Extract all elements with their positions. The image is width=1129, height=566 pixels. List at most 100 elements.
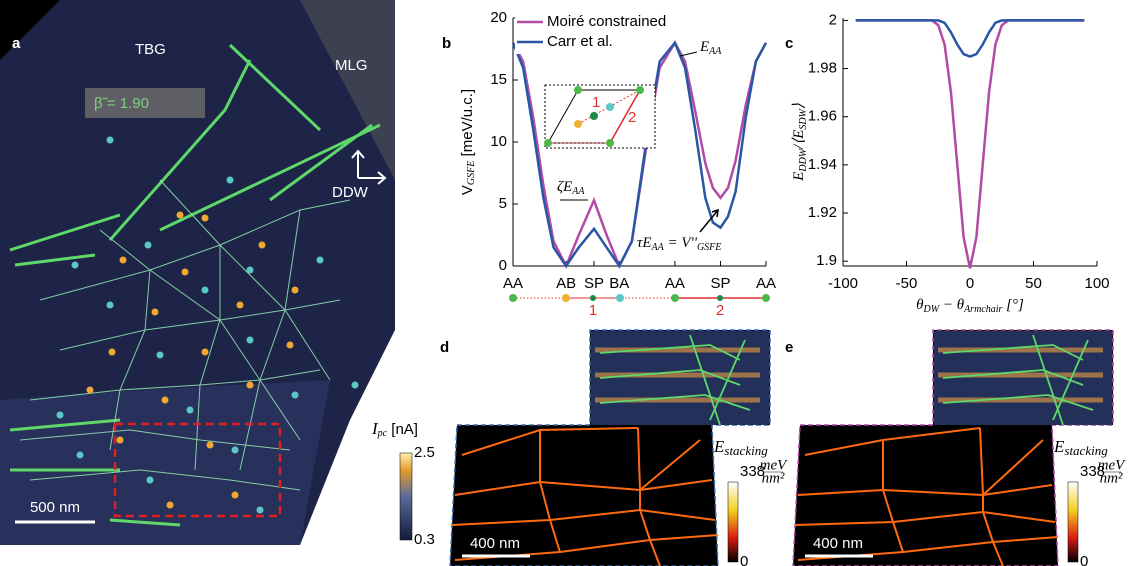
x-axis-label: θDW − θArmchair [°] — [916, 297, 1024, 315]
text-part: = V'' — [664, 235, 698, 251]
x-tick-label: SP — [710, 275, 730, 292]
text-part: θ — [916, 297, 924, 313]
path-label: 1 — [589, 302, 597, 319]
text-part: GSFE — [466, 161, 477, 185]
text-part: E — [791, 172, 807, 182]
y-tick-label: 5 — [499, 195, 507, 212]
path-label: 2 — [716, 302, 724, 319]
text-part: DDW — [798, 147, 809, 172]
y-tick-label: 15 — [490, 71, 507, 88]
scale-label: 500 nm — [30, 499, 80, 516]
inset-atom — [590, 112, 598, 120]
panel-label: d — [440, 339, 449, 356]
y-tick-label: 1.92 — [808, 204, 837, 221]
text-part: ⟩ — [791, 103, 807, 109]
text-part: − θ — [939, 297, 965, 313]
y-tick-label: 1.98 — [808, 60, 837, 77]
annotation: τEAA = V''GSFE — [637, 235, 721, 253]
text-part: Armchair — [963, 304, 1002, 315]
t: E — [1053, 437, 1065, 456]
legend-box — [515, 12, 645, 54]
colorbar-unit: nm² — [762, 470, 785, 486]
legend-label: Moiré constrained — [547, 13, 666, 30]
text-part: AA — [708, 46, 722, 57]
t: stacking — [1064, 443, 1108, 458]
y-tick-label: 2 — [829, 11, 837, 28]
legend-label: Carr et al. — [547, 33, 613, 50]
y-tick-label: 0 — [499, 257, 507, 274]
inset: 12 — [544, 84, 656, 149]
annotation: EAA — [699, 39, 722, 57]
x-tick-label: 100 — [1084, 275, 1109, 292]
colorbar-label: Estacking — [1053, 437, 1108, 458]
colorbar-label: Estacking — [713, 437, 768, 458]
text-part: V — [459, 185, 476, 195]
scale-label: 400 nm — [813, 535, 863, 552]
x-tick-label: -50 — [896, 275, 918, 292]
colorbar-min: 0 — [740, 553, 748, 566]
colorbar-unit: nm² — [1100, 470, 1123, 486]
t: [nA] — [387, 421, 418, 438]
region-label: TBG — [135, 41, 166, 58]
colorbar-min: 0 — [1080, 553, 1088, 566]
beta-label: β̃ = 1.90 — [94, 95, 149, 112]
inset-label: 2 — [628, 109, 636, 126]
inset-path — [609, 89, 641, 144]
y-axis-label: EDDW/⟨ESDW⟩ — [791, 103, 809, 182]
colorbar-max: 338 — [1080, 463, 1105, 480]
x-tick-label: SP — [584, 275, 604, 292]
text-part: AA — [571, 186, 585, 197]
t: E — [713, 437, 725, 456]
annotation-line — [679, 51, 698, 57]
series-line — [855, 19, 1085, 269]
x-tick-label: 50 — [1025, 275, 1042, 292]
x-tick-label: BA — [609, 275, 629, 292]
inset-atom — [574, 86, 582, 94]
panel-d-image — [449, 329, 771, 566]
series-line — [511, 40, 768, 269]
colorbar-unit: meV — [1098, 457, 1126, 473]
y-axis-label: VGSFE [meV/u.c.] — [459, 89, 477, 195]
scale-label: 400 nm — [470, 535, 520, 552]
y-tick-label: 20 — [490, 9, 507, 26]
series-line — [855, 19, 1085, 58]
colorbar-label: Ipc [nA] — [371, 419, 418, 439]
y-tick-label: 1.96 — [808, 108, 837, 125]
text-part: [°] — [1002, 297, 1024, 313]
text-part: ζE — [557, 179, 572, 195]
x-tick-label: AB — [556, 275, 576, 292]
text-part: SDW — [798, 107, 809, 129]
inset-atom — [636, 86, 644, 94]
text-part: DW — [923, 304, 941, 315]
panel-label: b — [442, 35, 451, 52]
inset-atom — [606, 139, 614, 147]
text-part: GSFE — [697, 242, 721, 253]
direction-label: DDW — [332, 184, 369, 201]
t: stacking — [724, 443, 768, 458]
colorbar-max: 2.5 — [414, 444, 435, 461]
x-tick-label: AA — [756, 275, 776, 292]
x-tick-label: AA — [503, 275, 523, 292]
panel-label: c — [785, 35, 793, 52]
panel-label: a — [12, 35, 21, 52]
text-part: /⟨E — [791, 130, 807, 150]
region-label: MLG — [335, 57, 368, 74]
text-part: τE — [637, 235, 652, 251]
t: I — [371, 419, 379, 438]
annotation: ζEAA — [557, 179, 585, 197]
inset-atom — [606, 103, 614, 111]
inset-atom — [544, 139, 552, 147]
panel-a-image — [0, 0, 413, 545]
colorbar-max: 338 — [740, 463, 765, 480]
text-part: [meV/u.c.] — [459, 89, 476, 161]
y-tick-label: 1.94 — [808, 156, 837, 173]
colorbar-unit: meV — [760, 457, 788, 473]
stacking-path — [509, 294, 770, 302]
t: pc — [377, 428, 388, 439]
x-tick-label: AA — [665, 275, 685, 292]
x-tick-label: -100 — [828, 275, 858, 292]
y-tick-label: 10 — [490, 133, 507, 150]
y-tick-label: 1.9 — [816, 252, 837, 269]
inset-atom — [574, 120, 582, 128]
